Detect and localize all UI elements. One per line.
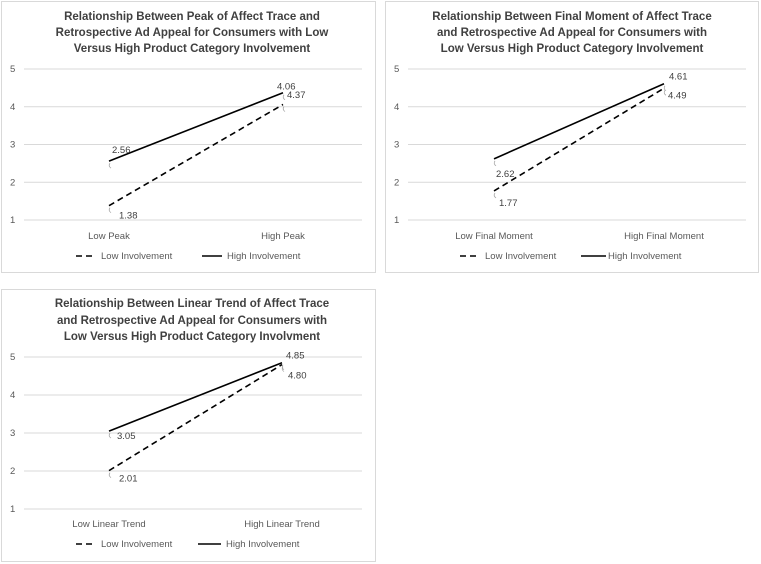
data-label-leader bbox=[493, 160, 497, 167]
data-label: 1.38 bbox=[119, 211, 138, 222]
legend-label: Low Involvement bbox=[485, 251, 557, 262]
x-category-label: Low Linear Trend bbox=[72, 519, 145, 530]
data-label: 2.62 bbox=[496, 169, 515, 180]
chart-panel-final-moment: Relationship Between Final Moment of Aff… bbox=[385, 1, 759, 273]
legend-label: Low Involvement bbox=[101, 251, 173, 262]
data-label: 4.61 bbox=[669, 72, 688, 83]
data-label-leader bbox=[493, 192, 497, 199]
data-label-leader bbox=[108, 162, 112, 169]
data-label-leader bbox=[282, 94, 286, 101]
chart-svg-2: Relationship Between Linear Trend of Aff… bbox=[10, 298, 362, 550]
y-tick-label: 5 bbox=[10, 352, 15, 363]
x-category-label: High Peak bbox=[261, 231, 305, 242]
y-tick-label: 4 bbox=[394, 102, 399, 113]
series-line-low-involvement bbox=[493, 87, 665, 192]
chart-title-line: Relationship Between Final Moment of Aff… bbox=[432, 11, 711, 23]
chart-title-line: Low Versus High Product Category Involvm… bbox=[64, 331, 320, 343]
chart-title-line: and Retrospective Ad Appeal for Consumer… bbox=[437, 27, 707, 39]
x-category-label: Low Final Moment bbox=[455, 231, 533, 242]
data-label: 4.49 bbox=[668, 90, 687, 101]
data-label: 4.37 bbox=[287, 90, 306, 101]
data-label: 2.01 bbox=[119, 474, 138, 485]
chart-title-line: Relationship Between Linear Trend of Aff… bbox=[55, 298, 329, 310]
data-label: 1.77 bbox=[499, 198, 518, 209]
data-label-leader bbox=[281, 366, 285, 372]
y-tick-label: 5 bbox=[10, 64, 15, 75]
series-line-high-involvement bbox=[108, 92, 284, 162]
y-tick-label: 2 bbox=[10, 177, 15, 188]
data-label-leader bbox=[281, 364, 285, 371]
data-label-leader bbox=[282, 106, 286, 112]
y-tick-label: 2 bbox=[10, 466, 15, 477]
chart-title-line: Retrospective Ad Appeal for Consumers wi… bbox=[56, 27, 329, 39]
chart-panel-linear-trend: Relationship Between Linear Trend of Aff… bbox=[1, 289, 376, 562]
series-line-low-involvement bbox=[108, 103, 284, 207]
data-label: 4.06 bbox=[277, 81, 296, 92]
series-line-high-involvement bbox=[108, 361, 283, 432]
chart-svg-1: Relationship Between Final Moment of Aff… bbox=[394, 11, 746, 262]
y-tick-label: 3 bbox=[10, 428, 15, 439]
data-label-leader bbox=[108, 432, 112, 439]
chart-title-line: Relationship Between Peak of Affect Trac… bbox=[64, 11, 320, 23]
chart-panel-peak: Relationship Between Peak of Affect Trac… bbox=[1, 1, 376, 273]
data-label: 4.85 bbox=[286, 351, 305, 362]
y-tick-label: 3 bbox=[10, 140, 15, 151]
y-tick-label: 4 bbox=[10, 390, 15, 401]
chart-title-line: Versus High Product Category Involvement bbox=[74, 43, 311, 55]
x-category-label: Low Peak bbox=[88, 231, 130, 242]
y-tick-label: 1 bbox=[394, 215, 399, 226]
data-label-leader bbox=[663, 90, 667, 96]
legend-label: Low Involvement bbox=[101, 539, 173, 550]
chart-svg-0: Relationship Between Peak of Affect Trac… bbox=[10, 11, 362, 262]
x-category-label: High Final Moment bbox=[624, 231, 704, 242]
series-line-low-involvement bbox=[108, 363, 283, 472]
series-line-high-involvement bbox=[493, 82, 665, 160]
chart-title-line: and Retrospective Ad Appeal for Consumer… bbox=[57, 315, 327, 327]
legend-label: High Involvement bbox=[227, 251, 301, 262]
y-tick-label: 2 bbox=[394, 177, 399, 188]
legend-label: High Involvement bbox=[608, 251, 682, 262]
x-category-label: High Linear Trend bbox=[244, 519, 320, 530]
y-tick-label: 4 bbox=[10, 102, 15, 113]
data-label-leader bbox=[108, 472, 112, 478]
y-tick-label: 1 bbox=[10, 504, 15, 515]
data-label-leader bbox=[108, 207, 112, 213]
y-tick-label: 5 bbox=[394, 64, 399, 75]
y-tick-label: 3 bbox=[394, 140, 399, 151]
data-label-leader bbox=[663, 85, 667, 92]
legend-label: High Involvement bbox=[226, 539, 300, 550]
y-tick-label: 1 bbox=[10, 215, 15, 226]
chart-title-line: Low Versus High Product Category Involve… bbox=[441, 43, 704, 55]
data-label: 3.05 bbox=[117, 431, 136, 442]
data-label: 2.56 bbox=[112, 145, 131, 156]
data-label: 4.80 bbox=[288, 371, 307, 382]
